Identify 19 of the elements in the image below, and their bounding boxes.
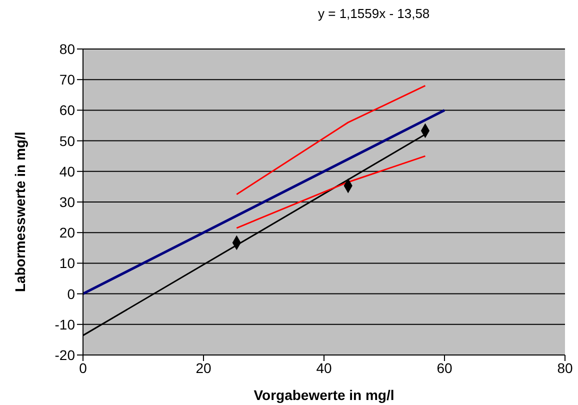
y-tick-label: 40 (59, 163, 76, 180)
y-tick-label: 10 (59, 255, 76, 272)
y-tick-label: 30 (59, 194, 76, 210)
x-tick-label: 60 (436, 360, 452, 376)
y-tick-label: -10 (54, 316, 76, 332)
x-tick-label: 80 (557, 360, 573, 376)
y-tick-label: 50 (59, 132, 76, 149)
x-tick-label: 40 (316, 360, 332, 376)
y-tick-label: 60 (59, 102, 76, 118)
x-tick-label: 0 (79, 360, 88, 376)
text: y = 1,1559x - 13,58 (318, 6, 430, 21)
y-tick-label: 0 (67, 286, 76, 302)
y-tick-label: 20 (59, 224, 76, 241)
y-tick-label: 80 (59, 40, 76, 57)
x-axis-title: Vorgabewerte in mg/l (254, 387, 394, 403)
y-tick-label: 70 (59, 72, 76, 88)
y-tick-label: -20 (54, 346, 76, 363)
x-tick-label: 20 (196, 360, 212, 376)
y-axis-title: Labormesswerte in mg/l (12, 132, 28, 292)
